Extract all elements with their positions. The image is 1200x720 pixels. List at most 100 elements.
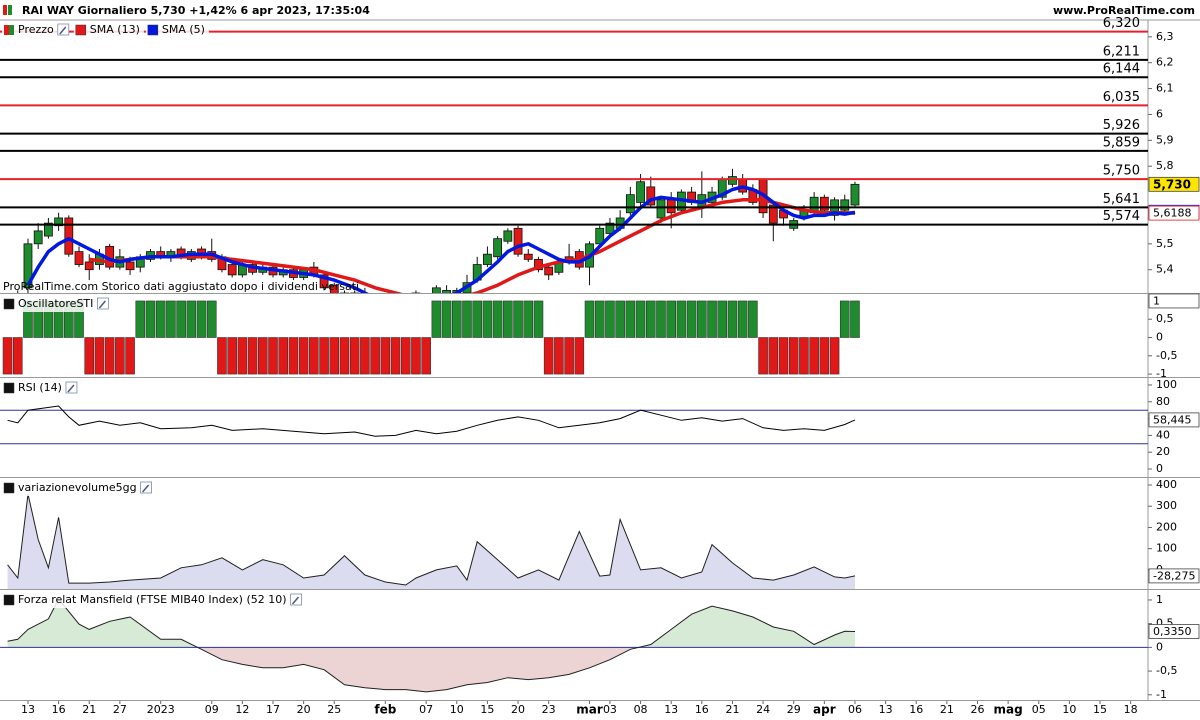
oscillator-bar <box>768 337 779 375</box>
settings-icon <box>59 26 67 35</box>
x-tick-label: mag <box>994 703 1023 717</box>
oscillator-bar <box>360 337 370 375</box>
y-tick-label: 6,2 <box>1156 56 1174 69</box>
x-tick-label: 26 <box>970 703 984 716</box>
candle-body <box>33 230 43 245</box>
x-tick-label: 13 <box>664 703 678 716</box>
oscillator-bar <box>666 300 676 338</box>
legend-label: SMA (13) <box>90 23 140 36</box>
oscillator-bar <box>584 300 595 338</box>
header-site: www.ProRealTime.com <box>1053 4 1195 17</box>
x-tick-label: 24 <box>756 703 770 716</box>
oscillator-bar <box>2 337 13 375</box>
oscillator-bar <box>615 300 625 338</box>
oscillator-bar <box>370 337 380 375</box>
y-tick-label: -1 <box>1156 688 1167 701</box>
value-tag <box>1148 293 1200 309</box>
legend-swatch <box>147 24 159 36</box>
legend-bg <box>73 22 144 38</box>
legend-swatch <box>3 594 15 606</box>
legend-swatch <box>3 298 15 310</box>
oscillator-bar <box>166 300 176 338</box>
y-tick-label: -0,5 <box>1156 349 1177 362</box>
legend-bg <box>2 296 98 312</box>
oscillator-bar <box>513 300 523 338</box>
oscillator-bar <box>656 300 666 338</box>
header-title: RAI WAY Giornaliero 5,730 +1,42% 6 apr 2… <box>22 4 370 17</box>
oscillator-bar <box>605 300 615 338</box>
legend-label: SMA (5) <box>162 23 205 36</box>
oscillator-bar <box>523 300 534 338</box>
value-tag-label: 1 <box>1153 294 1160 307</box>
x-tick-label: 25 <box>327 703 341 716</box>
level-label: 6,211 <box>1103 44 1140 59</box>
header-icon <box>8 5 12 15</box>
x-tick-label: 20 <box>511 703 525 716</box>
x-tick-label: 23 <box>542 703 556 716</box>
settings-icon <box>98 300 106 309</box>
candle-body <box>595 227 605 245</box>
value-tag-label: 0,3350 <box>1153 625 1192 638</box>
oscillator-bar <box>278 337 289 375</box>
value-tag-label: 58,445 <box>1153 413 1192 426</box>
settings-icon <box>291 596 300 605</box>
oscillator-bar <box>819 337 830 375</box>
x-tick-label: 13 <box>21 703 35 716</box>
rsi-line <box>7 405 856 437</box>
y-tick-label: 6,3 <box>1156 30 1174 43</box>
x-tick-label: 16 <box>52 703 66 716</box>
level-label: 5,574 <box>1103 209 1140 224</box>
panel-title: OscillatoreSTI <box>18 297 93 310</box>
oscillator-bar <box>758 337 768 375</box>
plot-area <box>17 168 860 293</box>
oscillator-bar <box>697 300 707 338</box>
y-tick-label: -0,5 <box>1156 664 1177 677</box>
watermark-note: ProRealTime.com Storico dati aggiustato … <box>3 280 359 293</box>
legend-swatch <box>75 24 87 36</box>
oscillator-bar <box>503 300 513 338</box>
candle-body <box>125 261 135 271</box>
oscillator-bar <box>94 337 105 375</box>
y-tick-label: 6 <box>1156 107 1163 120</box>
oscillator-bar <box>247 337 258 375</box>
value-tag-label: 5,730 <box>1153 177 1191 191</box>
x-tick-label: apr <box>813 703 836 717</box>
legend-swatch <box>9 25 14 35</box>
oscillator-bar <box>829 337 840 375</box>
candle-body <box>768 204 778 224</box>
x-tick-label: 08 <box>634 703 648 716</box>
x-tick-label: 21 <box>82 703 96 716</box>
y-tick-label: 0 <box>1156 640 1163 653</box>
y-tick-label: 5,9 <box>1156 133 1174 146</box>
oscillator-bar <box>288 337 299 375</box>
oscillator-bar <box>12 337 23 375</box>
oscillator-bar <box>125 337 135 375</box>
oscillator-bar <box>737 300 748 338</box>
candle-body <box>493 238 503 258</box>
oscillator-bar <box>462 300 472 338</box>
x-tick-label: mar <box>576 703 603 717</box>
oscillator-bar <box>727 300 738 338</box>
oscillator-bar <box>788 337 799 375</box>
oscillator-bar <box>748 300 758 338</box>
oscillator-bar <box>400 337 411 375</box>
x-tick-label: 15 <box>480 703 494 716</box>
oscillator-bar <box>625 300 636 338</box>
legend-bg <box>2 380 66 396</box>
level-label: 5,641 <box>1103 192 1140 207</box>
legend-label: Prezzo <box>18 23 54 36</box>
area-fill <box>7 494 856 589</box>
oscillator-bar <box>492 300 503 338</box>
panel-title: variazionevolume5gg <box>18 481 137 494</box>
candle-body <box>74 251 84 265</box>
candle-body <box>329 284 339 293</box>
legend-bg <box>2 22 58 38</box>
panel-title: Forza relat Mansfield (FTSE MIB40 Index)… <box>18 593 287 606</box>
candle-body <box>23 243 33 289</box>
oscillator-bar <box>298 337 309 375</box>
y-tick-label: 200 <box>1156 520 1177 533</box>
candle-body <box>656 199 666 219</box>
level-label: 5,750 <box>1103 164 1140 179</box>
oscillator-bar <box>431 300 442 338</box>
